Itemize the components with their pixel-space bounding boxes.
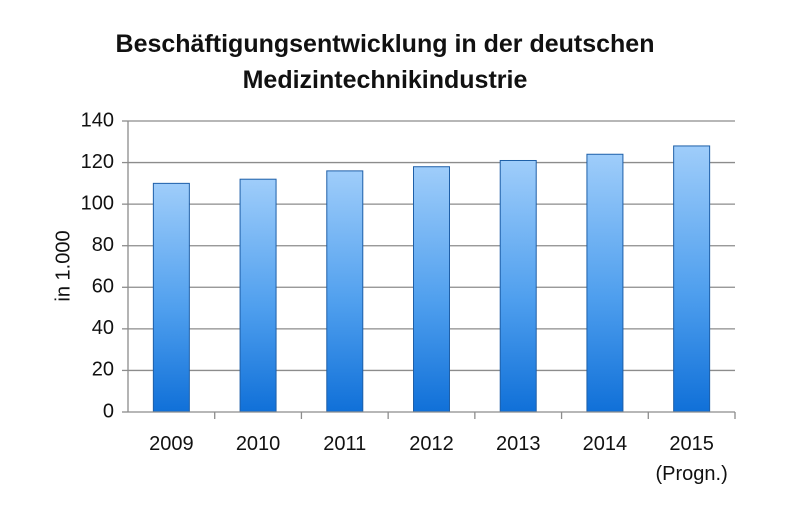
x-tick-label: 2015	[669, 433, 714, 455]
chart-title-line-1: Beschäftigungsentwicklung in der deutsch…	[115, 30, 655, 58]
y-tick-label: 100	[81, 192, 114, 214]
axes	[127, 121, 735, 413]
x-tick-label: 2014	[583, 433, 628, 455]
y-tick-label: 0	[103, 400, 114, 422]
x-tick-label: 2010	[236, 433, 281, 455]
chart-title: Beschäftigungsentwicklung in der deutsch…	[0, 26, 770, 98]
y-tick-label: 80	[92, 234, 114, 256]
x-tick-label: 2009	[149, 433, 194, 455]
y-tick-label: 40	[92, 317, 114, 339]
y-tick-labels: 0 20 40 60 80 100 120 140	[81, 109, 114, 422]
bar-2012	[413, 166, 450, 413]
y-tick-label: 120	[81, 151, 114, 173]
bar-2013	[499, 159, 537, 413]
x-tick-label: 2011	[323, 433, 366, 455]
x-tick-sublabel: (Progn.)	[656, 463, 728, 485]
y-tick-label: 60	[92, 276, 114, 298]
bar-2010	[239, 178, 277, 413]
bar-2009	[152, 182, 190, 413]
bar-2011	[326, 170, 364, 413]
x-tick-label: 2013	[496, 433, 541, 455]
chart-title-line-2: Medizintechnikindustrie	[242, 66, 528, 94]
x-tick-label: 2012	[409, 433, 454, 455]
x-tick-labels: 2009 2010 2011 2012 2013 2014 2015 (Progn.)	[149, 433, 728, 485]
y-tick-label: 140	[81, 109, 114, 131]
bar-2015	[673, 145, 711, 413]
y-tick-label: 20	[92, 359, 114, 381]
bar-2014	[586, 153, 624, 413]
y-axis-label: in 1.000	[52, 230, 74, 301]
bars	[152, 145, 711, 413]
